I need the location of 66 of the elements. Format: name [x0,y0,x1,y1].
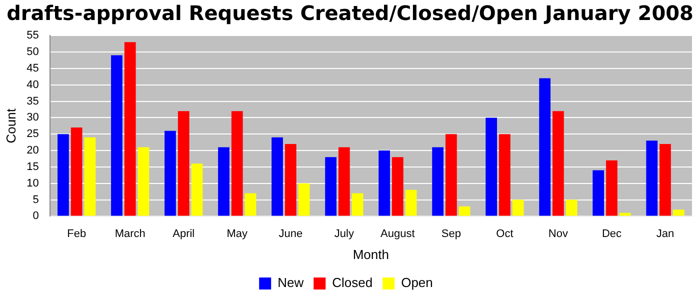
y-tick-label: 25 [26,128,39,140]
y-axis-title: Count [3,108,18,144]
bar [298,183,310,216]
bar [646,140,658,216]
y-tick-label: 5 [32,194,39,206]
x-tick-label: Dec [602,228,622,240]
bar [458,206,470,216]
bar [499,134,510,216]
x-tick-label: April [172,228,195,240]
bar [84,137,96,216]
bar [486,118,498,216]
bar [512,200,524,216]
bar [539,78,551,216]
bar [70,128,82,216]
x-tick-label: Nov [548,228,568,240]
chart-title: drafts-approval Requests Created/Closed/Open January 2008 [6,0,694,26]
x-tick-label: March [114,228,146,240]
bar [352,193,364,216]
legend-label: Closed [332,275,373,290]
x-tick-label: Feb [67,228,86,240]
bar [272,137,283,216]
bar [672,210,684,216]
bar [378,150,390,216]
x-tick-label: May [226,228,248,240]
legend-label: Open [401,275,433,290]
bar [566,200,578,216]
x-tick-label: August [380,228,415,240]
x-axis-title: Month [352,246,389,262]
y-tick-label: 40 [26,78,39,91]
y-tick-label: 45 [26,62,39,74]
bar [231,111,243,216]
x-tick-label: June [278,228,303,240]
bar [592,170,604,216]
x-tick-label: Oct [496,228,514,240]
bar [164,130,176,216]
y-tick-label: 30 [26,112,39,124]
bar [392,157,404,216]
y-tick-label: 0 [32,210,39,222]
bar [58,134,69,216]
legend-label: New [278,275,304,290]
bar [338,147,350,216]
x-tick-label: Jan [656,228,674,240]
bar [178,111,190,216]
y-tick-label: 50 [26,46,39,58]
y-tick-label: 15 [26,160,39,173]
bar [325,157,336,216]
bar [552,111,564,216]
x-tick-label: July [334,228,354,240]
y-tick-label: 35 [26,95,39,108]
bar [405,190,417,216]
bar [138,147,150,216]
bar [218,147,230,216]
y-tick-label: 20 [26,144,39,157]
y-tick-label: 10 [26,177,39,190]
y-tick-label: 55 [26,30,39,42]
bar [446,134,457,216]
bar [191,164,203,216]
bar [619,212,631,216]
bar [606,160,618,216]
bar [660,144,671,216]
bar [284,144,296,216]
bar [244,193,256,216]
bar [432,147,444,216]
bar [111,55,122,216]
x-tick-label: Sep [441,228,461,240]
bar [124,42,136,216]
